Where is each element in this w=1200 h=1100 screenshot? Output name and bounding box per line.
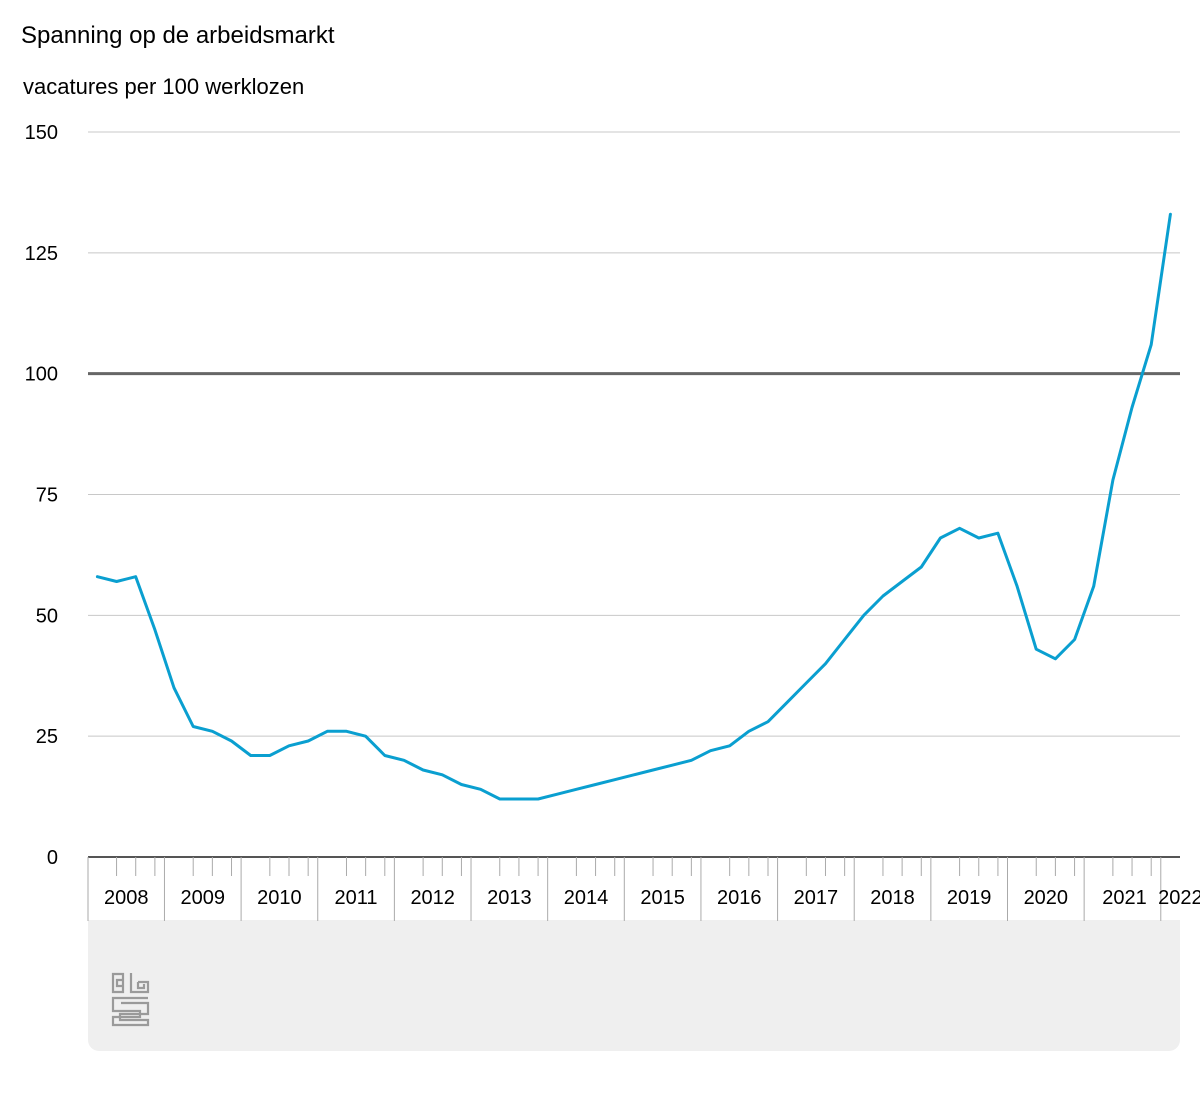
- x-tick-label: 2020: [1024, 887, 1069, 909]
- footer-panel: [88, 920, 1180, 1051]
- x-tick-label: 2018: [870, 887, 915, 909]
- y-tick-label: 150: [25, 122, 58, 144]
- cbs-logo-icon: [111, 972, 150, 1027]
- y-tick-label: 50: [36, 605, 58, 627]
- x-tick-label: 2009: [181, 887, 226, 909]
- y-tick-label: 0: [47, 847, 58, 869]
- chart-title: Spanning op de arbeidsmarkt: [21, 22, 335, 49]
- x-tick-label: 2019: [947, 887, 992, 909]
- x-tick-label: 2011: [335, 887, 378, 909]
- x-tick-label: 2008: [104, 887, 149, 909]
- x-tick-label: 2015: [640, 887, 685, 909]
- x-tick-label: 2014: [564, 887, 609, 909]
- x-tick-label: 2016: [717, 887, 762, 909]
- x-tick-label: 2010: [257, 887, 302, 909]
- y-tick-label: 25: [36, 726, 58, 748]
- series-line: [95, 212, 1172, 801]
- y-tick-label: 125: [25, 243, 58, 265]
- x-tick-label: 2021: [1102, 887, 1147, 909]
- x-tick-label: 2012: [410, 887, 455, 909]
- y-tick-label: 75: [36, 485, 58, 507]
- y-axis-label: vacatures per 100 werklozen: [23, 74, 305, 99]
- x-tick-label: 2017: [794, 887, 839, 909]
- x-tick-label: 2013: [487, 887, 532, 909]
- y-tick-label: 100: [25, 364, 58, 386]
- x-tick-label: 2022: [1158, 887, 1200, 909]
